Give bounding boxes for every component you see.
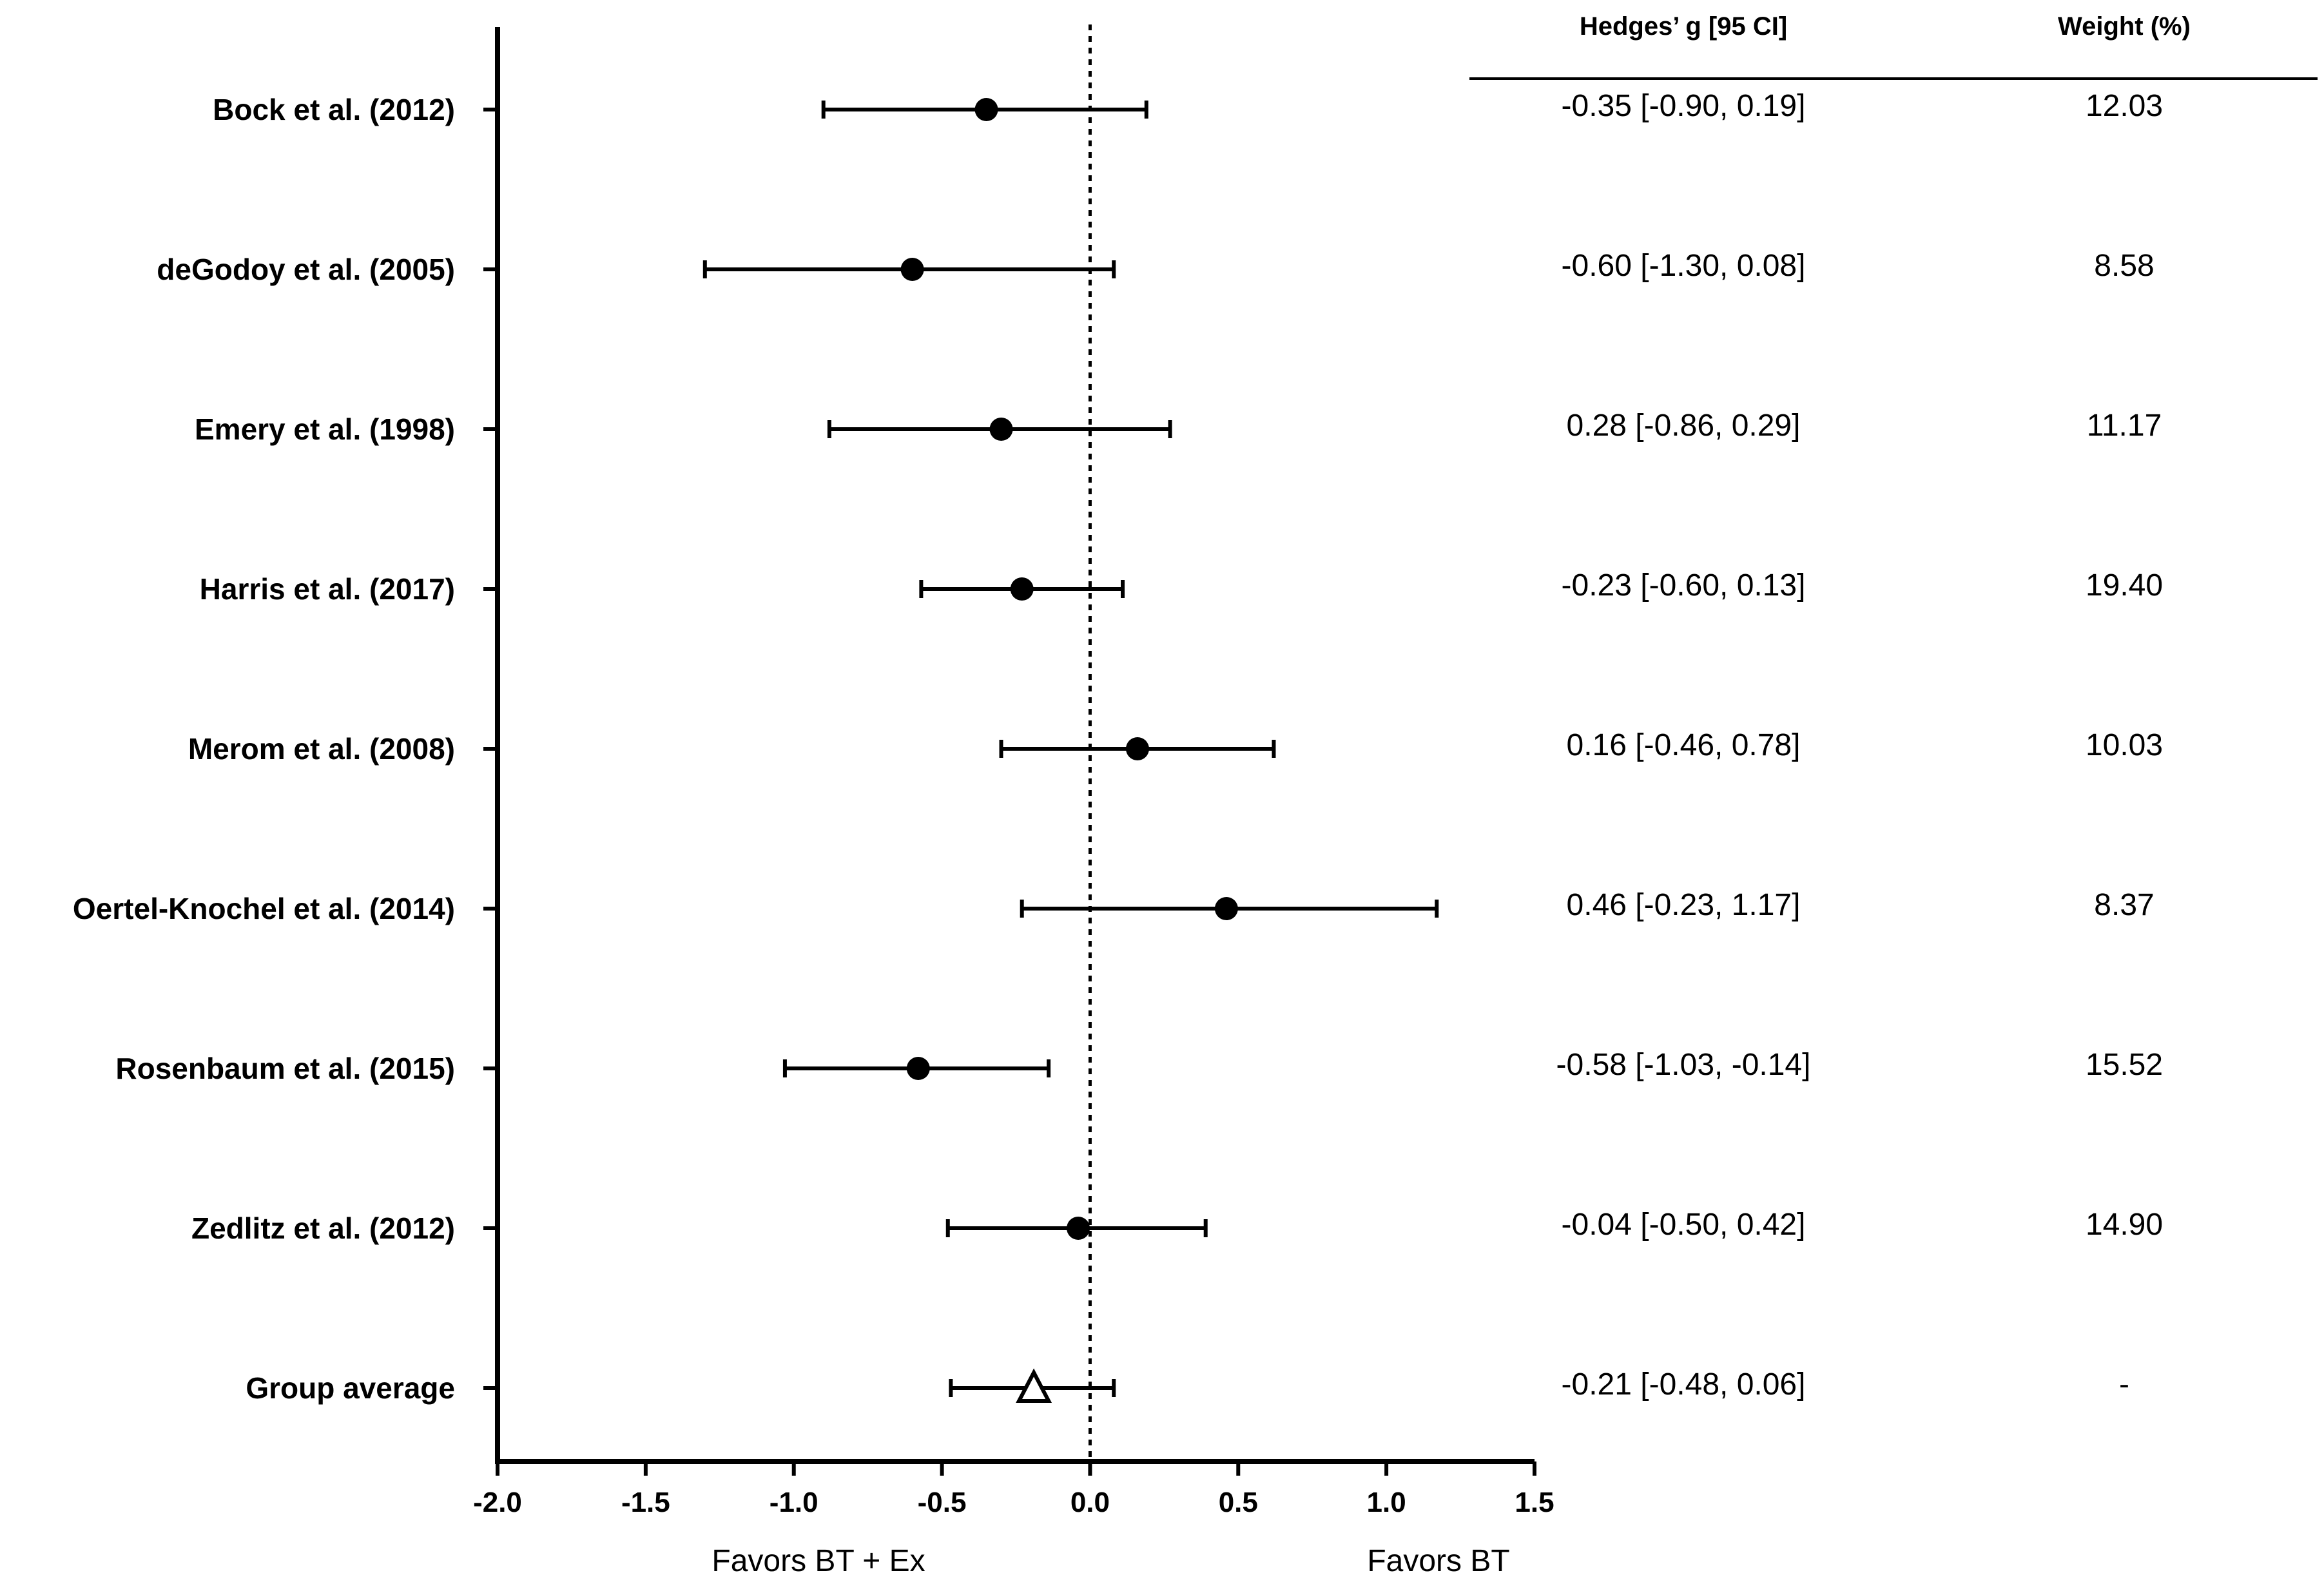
study-label: Zedlitz et al. (2012) xyxy=(191,1211,455,1245)
effect-size-cell: 0.16 [-0.46, 0.78] xyxy=(1567,728,1801,762)
weight-cell: 8.37 xyxy=(2094,888,2154,922)
x-tick-label: 1.5 xyxy=(1515,1487,1554,1518)
point-estimate-marker xyxy=(906,1057,930,1080)
point-estimate-marker xyxy=(900,258,924,281)
study-label: Group average xyxy=(246,1371,455,1405)
weight-cell: 8.58 xyxy=(2094,249,2154,283)
study-label: deGodoy et al. (2005) xyxy=(157,253,455,286)
study-rows: Bock et al. (2012) -0.35 [-0.90, 0.19] 12.… xyxy=(73,89,2163,1405)
point-estimate-marker xyxy=(1214,897,1238,920)
study-row: Bock et al. (2012) -0.35 [-0.90, 0.19] 12.… xyxy=(213,89,2163,126)
x-tick-label: -2.0 xyxy=(473,1487,522,1518)
weight-cell: 19.40 xyxy=(2086,568,2163,603)
effect-size-cell: 0.28 [-0.86, 0.29] xyxy=(1567,409,1801,443)
point-estimate-marker xyxy=(974,98,998,121)
study-row: Merom et al. (2008) 0.16 [-0.46, 0.78] 10.… xyxy=(188,728,2163,766)
effect-size-cell: -0.23 [-0.60, 0.13] xyxy=(1562,568,1806,603)
weight-cell: 15.52 xyxy=(2086,1048,2163,1082)
study-row: Emery et al. (1998) 0.28 [-0.86, 0.29] 11.… xyxy=(195,409,2162,446)
effect-size-cell: 0.46 [-0.23, 1.17] xyxy=(1567,888,1801,922)
study-label: Bock et al. (2012) xyxy=(213,93,455,126)
study-row: Zedlitz et al. (2012) -0.04 [-0.50, 0.42]… xyxy=(191,1208,2163,1245)
pooled-estimate-marker xyxy=(1016,1368,1052,1403)
effect-size-cell: -0.21 [-0.48, 0.06] xyxy=(1562,1367,1806,1402)
x-tick-label: 0.5 xyxy=(1219,1487,1258,1518)
x-tick-label: 1.0 xyxy=(1367,1487,1406,1518)
x-tick-label: 0.0 xyxy=(1070,1487,1110,1518)
weight-cell: 11.17 xyxy=(2087,409,2162,443)
x-tick-label: -1.5 xyxy=(621,1487,670,1518)
study-label: Rosenbaum et al. (2015) xyxy=(115,1052,455,1085)
point-estimate-marker xyxy=(1125,737,1149,760)
point-estimate-marker xyxy=(1010,577,1034,601)
x-tick-label: -0.5 xyxy=(918,1487,967,1518)
point-estimate-marker xyxy=(989,418,1013,441)
effect-size-cell: -0.60 [-1.30, 0.08] xyxy=(1562,249,1806,283)
study-row: Harris et al. (2017) -0.23 [-0.60, 0.13] 1… xyxy=(200,568,2163,606)
effect-size-cell: -0.04 [-0.50, 0.42] xyxy=(1562,1208,1806,1242)
study-row: Rosenbaum et al. (2015) -0.58 [-1.03, -0.… xyxy=(115,1048,2163,1085)
effect-size-cell: -0.58 [-1.03, -0.14] xyxy=(1556,1048,1811,1082)
effect-column-header: Hedges’ g [95 CI] xyxy=(1580,12,1787,41)
x-axis-ticks: -2.0 -1.5 -1.0 -0.5 0.0 0.5 1.0 1.5 xyxy=(473,1461,1554,1518)
study-label: Merom et al. (2008) xyxy=(188,732,455,766)
study-row: deGodoy et al. (2005) -0.60 [-1.30, 0.08]… xyxy=(157,249,2154,286)
weight-cell: 12.03 xyxy=(2086,89,2163,123)
weight-cell: - xyxy=(2119,1367,2129,1402)
x-tick-label: -1.0 xyxy=(770,1487,818,1518)
favors-right-label: Favors BT xyxy=(1367,1544,1509,1578)
study-label: Oertel-Knochel et al. (2014) xyxy=(73,892,455,925)
weight-cell: 14.90 xyxy=(2086,1208,2163,1242)
study-row: Group average -0.21 [-0.48, 0.06] - xyxy=(246,1367,2129,1405)
favors-left-label: Favors BT + Ex xyxy=(712,1544,925,1578)
study-label: Harris et al. (2017) xyxy=(200,572,455,606)
weight-cell: 10.03 xyxy=(2086,728,2163,762)
weight-column-header: Weight (%) xyxy=(2058,12,2191,41)
effect-size-cell: -0.35 [-0.90, 0.19] xyxy=(1562,89,1806,123)
plot-area xyxy=(495,24,2318,1464)
study-row: Oertel-Knochel et al. (2014) 0.46 [-0.23,… xyxy=(73,888,2155,925)
study-label: Emery et al. (1998) xyxy=(195,412,455,446)
point-estimate-marker xyxy=(1067,1217,1090,1240)
